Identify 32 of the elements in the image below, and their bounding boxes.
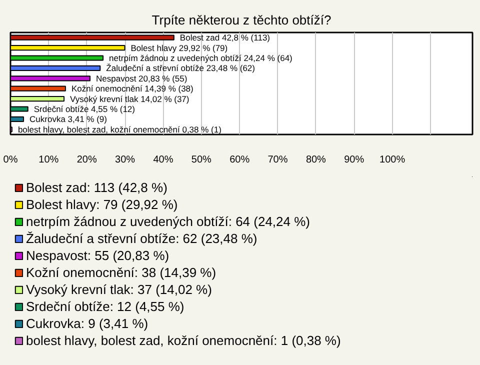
x-tick-label: 10%: [38, 154, 59, 166]
x-tick-label: 40%: [153, 154, 174, 166]
data-label: netrpím žádnou z uvedených obtíží 24,24 % (64): [109, 53, 293, 63]
legend-label: Bolest zad: 113 (42,8 %): [26, 180, 168, 195]
data-label: Bolest hlavy 29,92 % (79): [130, 42, 228, 53]
legend-label: Vysoký krevní tlak: 37 (14,02 %): [26, 282, 212, 297]
data-label: Kožní onemocnění 14,39 % (38): [71, 84, 194, 94]
x-tick-label: 70%: [268, 154, 288, 166]
data-label: Bolest zad 42,8 % (113): [180, 32, 270, 43]
x-tick-label: 30%: [115, 154, 136, 166]
legend-label: Bolest hlavy: 79 (29,92 %): [26, 197, 178, 212]
legend-label: bolest hlavy, bolest zad, kožní onemocnění: 1 (0,38 %): [26, 333, 341, 348]
legend-label: Kožní onemocnění: 38 (14,39 %): [26, 265, 216, 280]
legend-label: Nespavost: 55 (20,83 %): [26, 248, 170, 263]
x-tick-label: 20%: [76, 154, 97, 166]
x-tick-label: 0%: [3, 154, 18, 166]
x-tick-label: 100%: [380, 154, 406, 166]
legend-label: netrpím žádnou z uvedených obtíží: 64 (24,24 %): [26, 214, 310, 229]
x-tick-label: 50%: [191, 154, 212, 166]
chart-title: Trpíte některou z těchto obtíží?: [152, 12, 332, 28]
legend-label: Cukrovka: 9 (3,41 %): [26, 316, 148, 331]
data-label: Srdeční obtíže 4,55 % (12): [34, 104, 136, 114]
data-label: Cukrovka 3,41 % (9): [30, 114, 108, 124]
legend-label: Srdeční obtíže: 12 (4,55 %): [26, 299, 184, 314]
x-tick-label: 60%: [230, 154, 250, 166]
data-label: Nespavost 20,83 % (55): [96, 73, 188, 84]
legend-label: Žaludeční a střevní obtíže: 62 (23,48 %): [26, 231, 258, 246]
x-tick-label: 90%: [344, 154, 364, 166]
data-label: Vysoký krevní tlak 14,02 % (37): [70, 94, 190, 104]
data-label: Žaludeční a střevní obtíže 23,48 % (62): [106, 63, 256, 74]
x-tick-label: 80%: [306, 154, 326, 166]
data-label: bolest hlavy, bolest zad, kožní onemocnění 0,38 % (1): [18, 124, 222, 134]
